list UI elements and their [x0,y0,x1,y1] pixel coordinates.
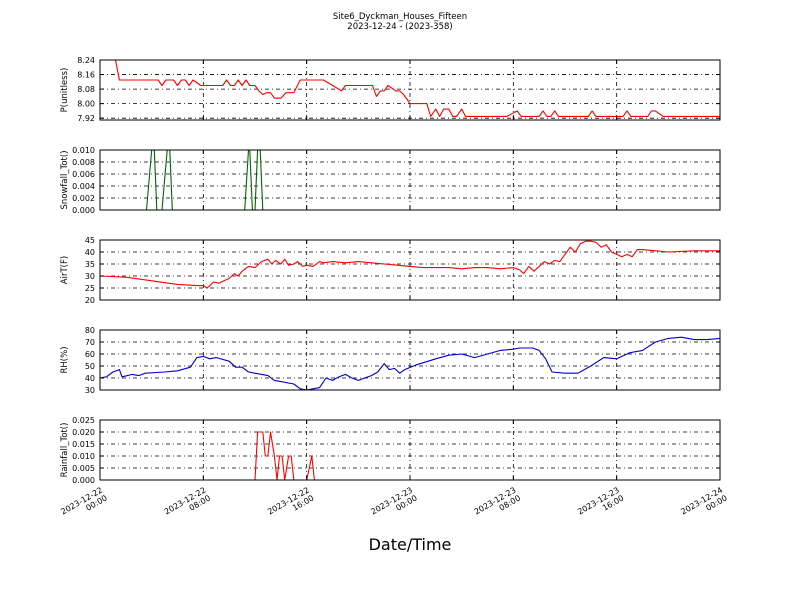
y-axis-label: AirT(F) [60,256,70,284]
y-axis-label: P(unitless) [60,68,70,113]
series-line [99,240,720,289]
x-tick-label: 2023-12-2300:00 [369,485,418,524]
y-tick-label: 25 [85,284,95,293]
y-tick-label: 20 [85,296,95,305]
x-tick-label: 2023-12-2216:00 [266,485,315,524]
y-tick-label: 70 [85,338,95,347]
y-tick-label: 7.92 [77,114,95,123]
y-tick-label: 0.006 [72,170,95,179]
y-tick-label: 80 [85,326,95,335]
y-axis-label: RH(%) [60,346,70,373]
y-tick-label: 0.020 [72,428,95,437]
y-tick-label: 60 [85,350,95,359]
gridlines [100,150,720,210]
y-tick-label: 35 [85,260,95,269]
chart-title: Site6_Dyckman_Houses_Fifteen [333,12,467,22]
y-tick-label: 0.010 [72,452,95,461]
subplot-5: 0.000 0.005 0.010 0.015 0.020 0.025Rainfall_T… [60,416,721,485]
y-tick-label: 8.16 [77,71,95,80]
y-tick-label: 0.025 [72,416,95,425]
y-tick-label: 0.000 [72,206,95,215]
y-tick-label: 0.008 [72,158,95,167]
y-tick-label: 0.000 [72,476,95,485]
y-tick-label: 0.005 [72,464,95,473]
y-tick-label: 0.015 [72,440,95,449]
x-tick-label: 2023-12-2316:00 [576,485,625,524]
y-tick-label: 0.010 [72,146,95,155]
y-tick-label: 40 [85,248,95,257]
x-tick-label: 2023-12-2308:00 [473,485,522,524]
x-tick-label: 2023-12-2208:00 [163,485,212,524]
y-tick-label: 50 [85,362,95,371]
subplot-4: 30 40 50 60 70 80 RH(%) [60,326,721,395]
x-axis-label: Date/Time [369,535,452,554]
series-line [99,336,721,391]
y-axis-label: Snowfall_Tot() [60,150,70,209]
y-tick-label: 30 [85,386,95,395]
subplot-stack: 7.928.008.088.168.24P(unitless)0.0000.00… [60,56,721,485]
x-tick-label: 2023-12-2200:00 [59,485,108,524]
y-tick-label: 8.24 [77,56,95,65]
x-axis-tick-labels: 2023-12-2200:00 2023-12-2208:00 2023-12-22… [59,485,728,524]
y-tick-label: 0.002 [72,194,95,203]
chart-subtitle: 2023-12-24 - (2023-358) [347,22,452,32]
y-axis-label: Rainfall_Tot() [60,423,70,478]
subplot-1: 7.92 8.00 8.08 8.16 8.24 P(unitless) [60,56,721,123]
subplot-2: 0.000 0.002 0.004 0.006 0.008 0.010Snowfall_T… [60,146,721,215]
gridlines [100,420,720,480]
y-tick-label: 0.004 [72,182,95,191]
y-tick-label: 8.00 [77,100,95,109]
y-tick-label: 30 [85,272,95,281]
y-tick-label: 40 [85,374,95,383]
x-tick-label: 2023-12-2400:00 [679,485,728,524]
y-tick-label: 8.08 [77,85,95,94]
subplot-3: 20 25 30 35 40 45 AirT(F) [60,236,721,305]
y-tick-label: 45 [85,236,95,245]
series-line [100,59,720,117]
gridlines [100,330,720,390]
gridlines [100,240,720,300]
